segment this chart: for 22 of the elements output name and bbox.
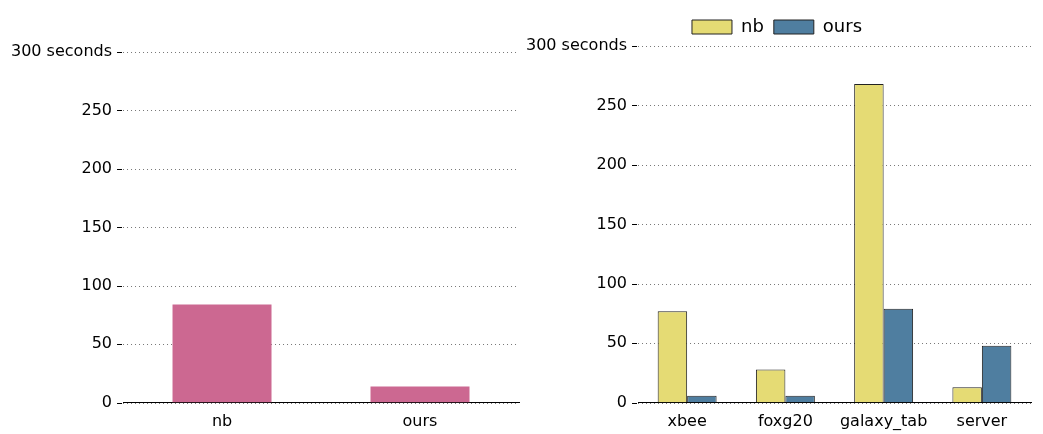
y-tick-label: 0 — [101, 391, 113, 411]
y-tick-label: 300 seconds — [10, 41, 113, 61]
y-tick-label: 50 — [91, 333, 113, 353]
x-tick-label: ours — [402, 410, 438, 430]
y-tick-label: 100 — [596, 273, 628, 293]
x-tick-label: galaxy_tab — [839, 410, 928, 431]
y-tick-label: 250 — [596, 94, 628, 114]
y-tick-label: 150 — [81, 216, 113, 236]
x-tick-label: nb — [211, 410, 233, 430]
y-tick-label: 200 — [596, 154, 628, 174]
y-tick-label: 300 seconds — [525, 35, 628, 55]
y-tick-label: 50 — [606, 332, 628, 352]
y-tick-label: 250 — [81, 99, 113, 119]
y-tick-label: 0 — [616, 391, 628, 411]
x-tick-label: foxg20 — [757, 410, 813, 430]
y-tick-label: 200 — [81, 158, 113, 178]
y-tick-label: 150 — [596, 213, 628, 233]
x-tick-label: xbee — [667, 410, 707, 430]
legend-label: ours — [822, 14, 863, 36]
legend-label: nb — [740, 14, 764, 36]
y-tick-label: 100 — [81, 275, 113, 295]
x-tick-label: server — [956, 410, 1008, 430]
